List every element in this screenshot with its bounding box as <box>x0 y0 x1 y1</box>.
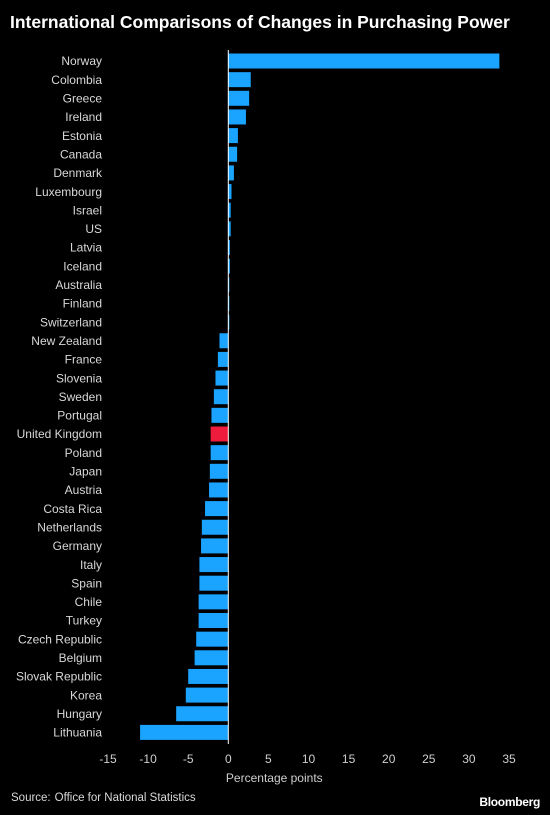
bar-new-zealand <box>219 333 229 349</box>
bar-estonia <box>228 128 238 144</box>
category-label: US <box>85 222 102 236</box>
bar-poland <box>210 445 229 461</box>
category-label: Colombia <box>51 73 102 87</box>
category-label: Japan <box>69 465 102 479</box>
bar-netherlands <box>201 519 229 535</box>
x-tick-label: 30 <box>462 752 476 766</box>
bar-czech-republic <box>196 631 229 647</box>
source-note: Source: Office for National Statistics <box>11 792 196 804</box>
bar-korea <box>185 687 229 703</box>
bar-united-kingdom <box>210 426 229 442</box>
bar-portugal <box>211 407 229 423</box>
category-label: Canada <box>60 147 102 161</box>
category-label: Ireland <box>65 110 102 124</box>
x-tick-label: 20 <box>382 752 396 766</box>
category-label: Denmark <box>53 166 103 180</box>
bar-greece <box>228 90 250 106</box>
bar-israel <box>228 202 231 218</box>
category-label: Estonia <box>62 129 102 143</box>
category-label: Slovenia <box>56 371 102 385</box>
bar-iceland <box>228 258 230 274</box>
x-tick-label: -10 <box>139 752 157 766</box>
category-label: Germany <box>53 539 102 553</box>
x-tick-label: 25 <box>422 752 436 766</box>
category-label: Luxembourg <box>35 185 102 199</box>
bar-turkey <box>198 613 229 628</box>
bar-latvia <box>228 240 230 255</box>
category-label: Belgium <box>59 651 102 665</box>
category-label: Latvia <box>70 241 102 255</box>
category-label: Turkey <box>66 614 102 628</box>
bars <box>140 53 500 740</box>
chart-title: International Comparisons of Changes in … <box>10 12 510 32</box>
category-label: Italy <box>80 558 102 572</box>
category-label: Hungary <box>57 707 102 721</box>
x-tick-label: -5 <box>183 752 194 766</box>
category-labels: Norway Colombia Greece Ireland Estonia Canada… <box>16 54 103 739</box>
x-tick-label: -15 <box>99 752 117 766</box>
category-label: Chile <box>75 595 103 609</box>
category-label: Netherlands <box>37 520 102 534</box>
bar-chile <box>198 594 229 610</box>
bar-norway <box>228 53 500 69</box>
bar-lithuania <box>140 724 229 740</box>
category-label: New Zealand <box>31 334 102 348</box>
bar-germany <box>201 538 229 554</box>
source-prefix: Source: <box>11 792 51 804</box>
category-label: Slovak Republic <box>16 670 102 684</box>
bar-slovenia <box>215 370 229 386</box>
bar-luxembourg <box>228 184 232 200</box>
brand-logo: Bloomberg <box>479 795 540 809</box>
bar-slovak-republic <box>188 668 229 684</box>
category-label: Finland <box>63 297 102 311</box>
bar-austria <box>209 482 229 498</box>
category-label: United Kingdom <box>17 427 102 441</box>
category-label: Costa Rica <box>43 502 102 516</box>
x-axis-ticks: -15 -10 -5 0 5 10 15 20 25 30 35 <box>99 752 516 766</box>
bar-us <box>228 221 231 237</box>
bar-hungary <box>176 706 229 722</box>
bar-spain <box>199 575 229 591</box>
bar-canada <box>228 146 238 162</box>
x-tick-label: 15 <box>342 752 356 766</box>
category-label: Norway <box>61 54 102 68</box>
x-tick-label: 10 <box>302 752 316 766</box>
source-text: Office for National Statistics <box>54 792 196 804</box>
category-label: Austria <box>65 483 103 497</box>
bar-ireland <box>228 109 246 125</box>
bar-japan <box>209 463 229 479</box>
x-tick-label: 35 <box>502 752 516 766</box>
bar-colombia <box>228 72 251 88</box>
category-label: Korea <box>70 688 102 702</box>
x-tick-label: 5 <box>265 752 272 766</box>
category-label: Switzerland <box>40 315 102 329</box>
bar-denmark <box>228 165 234 181</box>
category-label: France <box>65 353 103 367</box>
category-label: Portugal <box>57 409 102 423</box>
bar-italy <box>199 557 229 573</box>
category-label: Greece <box>63 92 103 106</box>
bar-chart: Norway Colombia Greece Ireland Estonia Canada… <box>16 50 516 785</box>
category-label: Israel <box>73 203 102 217</box>
category-label: Czech Republic <box>18 632 102 646</box>
category-label: Australia <box>55 278 102 292</box>
category-label: Iceland <box>63 259 102 273</box>
category-label: Sweden <box>59 390 102 404</box>
bar-france <box>217 351 229 367</box>
x-axis-title: Percentage points <box>226 771 323 785</box>
bar-belgium <box>194 650 229 666</box>
category-label: Lithuania <box>53 726 102 740</box>
category-label: Poland <box>65 446 102 460</box>
x-tick-label: 0 <box>225 752 232 766</box>
bar-costa-rica <box>205 501 229 517</box>
category-label: Spain <box>71 576 102 590</box>
bar-sweden <box>213 389 229 405</box>
